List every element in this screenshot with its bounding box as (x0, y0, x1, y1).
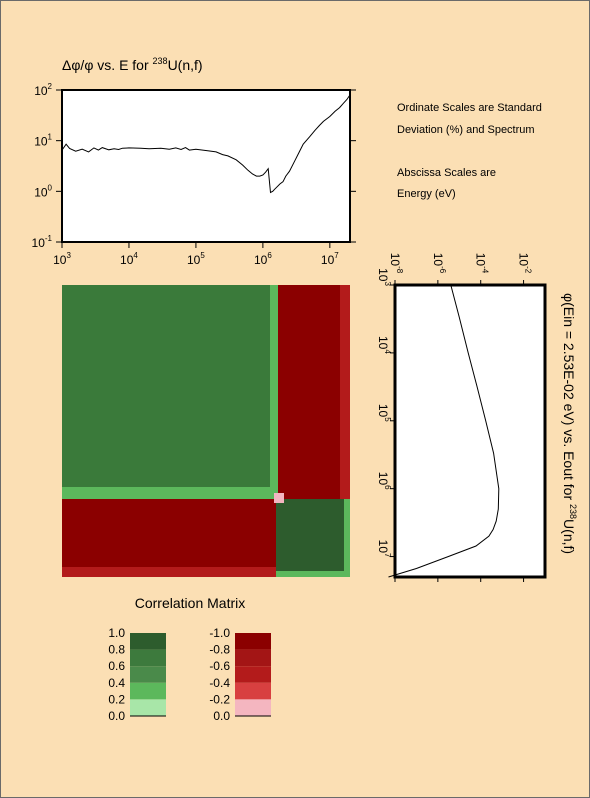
top-x-tick-label-4: 107 (321, 251, 339, 267)
heatmap-block-high-high (280, 503, 346, 573)
legend-negative-label-0: -1.0 (209, 626, 230, 640)
legend-negative-label-2: -0.6 (209, 659, 230, 673)
flux-y-tick-label-2: 105 (376, 404, 392, 422)
legend-negative-label-3: -0.4 (209, 676, 230, 690)
legend-negative-swatch-4 (235, 699, 271, 716)
heatmap-block-low-low (62, 285, 276, 493)
legend-positive-label-3: 0.4 (108, 676, 125, 690)
heatmap-band-vertical (270, 285, 278, 499)
legend-positive-swatch-2 (130, 666, 166, 683)
flux-y-tick-label-4: 107 (376, 540, 392, 558)
correlation-matrix-title: Correlation Matrix (135, 595, 245, 611)
legend-positive-swatch-4 (130, 699, 166, 716)
legend-negative-label-5: 0.0 (213, 709, 230, 723)
note-line-3: Abscissa Scales are (397, 167, 496, 179)
note-line-1: Ordinate Scales are Standard (397, 102, 542, 114)
legend-negative-swatch-3 (235, 682, 271, 700)
flux-plot-ticks: 10-8 10-6 10-4 10-2 103 104 105 106 107 (376, 253, 533, 582)
top-x-tick-label-2: 105 (187, 251, 205, 267)
top-x-tick-label-0: 103 (53, 251, 71, 267)
heatmap-edge-right (340, 285, 350, 499)
flux-y-tick-label-3: 106 (376, 472, 392, 490)
top-plot-frame (61, 89, 351, 243)
top-x-tick-label-1: 104 (120, 251, 138, 267)
heatmap-edge-bottom (62, 567, 276, 577)
legend-positive-label-2: 0.6 (108, 659, 125, 673)
heatmap-edge-light-bottom (276, 571, 350, 577)
flux-x-tick-label-1: 10-6 (431, 253, 447, 274)
heatmap-band-horizontal (62, 487, 276, 499)
legend-positive-label-1: 0.8 (108, 643, 125, 657)
correlation-matrix-heatmap (62, 285, 350, 577)
note-line-2: Deviation (%) and Spectrum (397, 124, 535, 136)
top-y-tick-label-3: 102 (34, 82, 52, 98)
top-y-tick-label-0: 10-1 (32, 234, 53, 250)
flux-plot-title: φ(Ein = 2.53E-02 eV) vs. Eout for 238U(n… (561, 293, 578, 554)
legend-positive-swatch-1 (130, 649, 166, 667)
top-plot-series-line (61, 94, 351, 194)
flux-plot-series-line (388, 284, 500, 578)
legend-negative-correlation: -1.0 -0.8 -0.6 -0.4 -0.2 0.0 (209, 626, 271, 723)
legend-negative-swatch-2 (235, 666, 271, 683)
flux-y-tick-label-0: 103 (376, 268, 392, 286)
top-plot-ticks: 103 104 105 106 107 10-1 100 101 102 (32, 82, 356, 267)
legend-negative-label-1: -0.8 (209, 643, 230, 657)
flux-plot-frame (393, 283, 547, 579)
heatmap-crossover (274, 493, 284, 503)
legend-positive-swatch-3 (130, 682, 166, 700)
flux-x-tick-label-2: 10-4 (474, 253, 490, 274)
heatmap-edge-light-right (344, 499, 350, 577)
top-x-tick-label-3: 106 (254, 251, 272, 267)
heatmap-block-high-low (62, 499, 276, 577)
legend-negative-swatch-1 (235, 649, 271, 667)
legend-positive-label-4: 0.2 (108, 692, 125, 706)
flux-x-tick-label-3: 10-2 (517, 253, 533, 274)
flux-x-tick-label-0: 10-8 (388, 253, 404, 274)
legend-negative-label-4: -0.2 (209, 692, 230, 706)
note-line-4: Energy (eV) (397, 188, 456, 200)
top-y-tick-label-2: 101 (34, 133, 52, 149)
top-plot-title: Δφ/φ vs. E for 238U(n,f) (62, 56, 203, 73)
legend-positive-correlation: 1.0 0.8 0.6 0.4 0.2 0.0 (108, 626, 166, 723)
top-y-tick-label-1: 100 (34, 183, 52, 199)
flux-y-tick-label-1: 104 (376, 336, 392, 354)
legend-positive-swatch-0 (130, 633, 166, 650)
legend-negative-swatch-0 (235, 633, 271, 650)
legend-positive-label-5: 0.0 (108, 709, 125, 723)
heatmap-block-low-high (276, 285, 350, 499)
legend-positive-label-0: 1.0 (108, 626, 125, 640)
